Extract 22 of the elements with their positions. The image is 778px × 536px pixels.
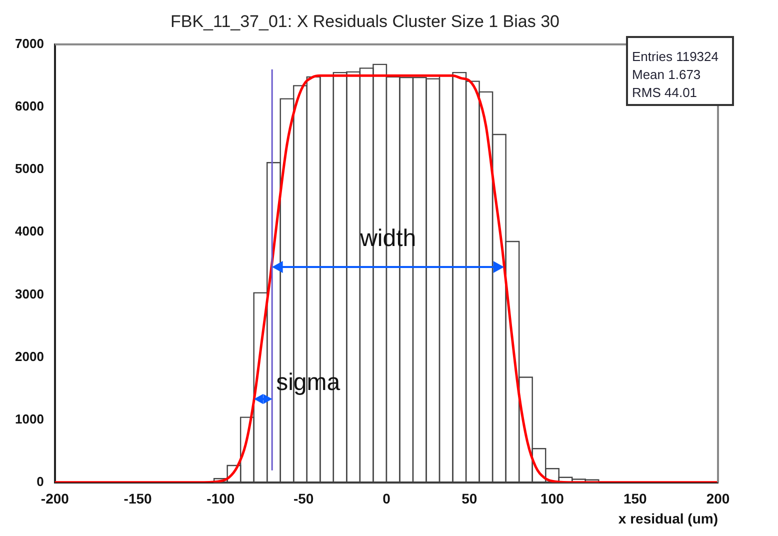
- y-tick-label: 7000: [15, 36, 44, 51]
- x-tick-label: -150: [124, 490, 152, 507]
- x-axis-title: x residual (um): [618, 510, 718, 526]
- annotation: Mean 1.673: [632, 66, 702, 84]
- x-tick-label: 50: [462, 490, 478, 507]
- x-tick-label: -100: [206, 490, 235, 507]
- y-tick-label: 3000: [15, 286, 44, 302]
- y-tick-label: 5000: [15, 161, 44, 176]
- y-tick-label: 1000: [15, 411, 44, 426]
- y-tick-label: 6000: [15, 98, 44, 114]
- x-tick-label: 200: [706, 490, 730, 507]
- x-tick-label: -50: [293, 490, 314, 507]
- annotation: Entries 119324: [632, 48, 720, 66]
- x-tick-label: 0: [382, 490, 391, 507]
- y-tick-label: 4000: [15, 224, 44, 239]
- x-tick-label: 150: [623, 490, 648, 507]
- y-tick-label: 2000: [15, 348, 44, 364]
- x-tick-label: 100: [540, 490, 564, 507]
- x-tick-label: -200: [40, 490, 70, 507]
- y-tick-label: 0: [36, 474, 44, 489]
- annotation: RMS 44.01: [632, 84, 698, 102]
- chart-title: FBK_11_37_01: X Residuals Cluster Size 1 Bias 30: [170, 12, 560, 31]
